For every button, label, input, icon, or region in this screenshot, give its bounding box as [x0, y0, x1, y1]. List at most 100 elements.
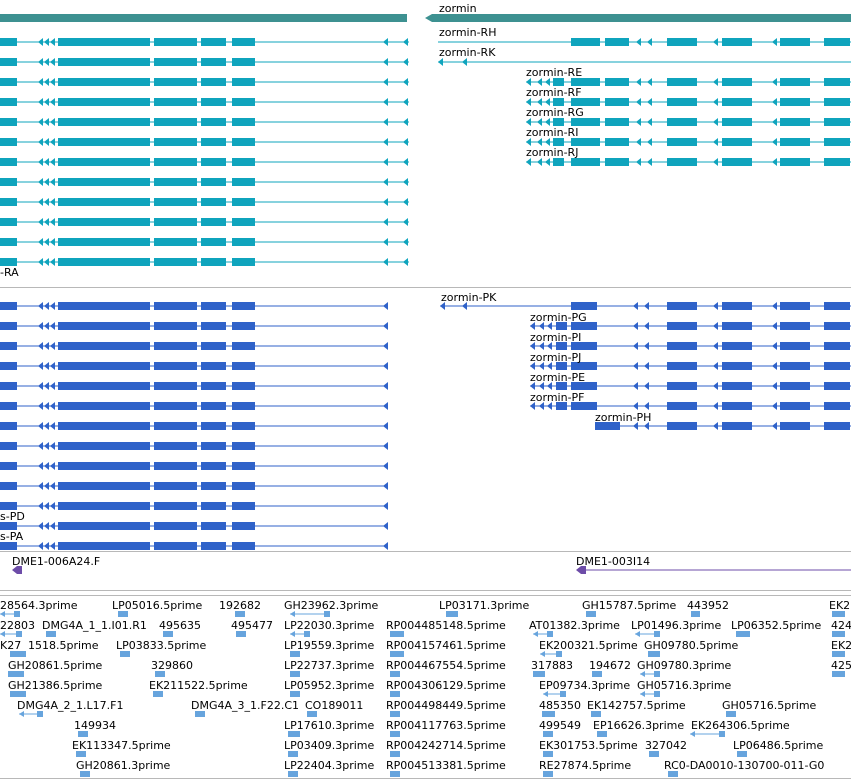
est-label[interactable]: LP03833.5prime	[116, 639, 207, 652]
est-label[interactable]: LP03171.3prime	[439, 599, 530, 612]
est-label[interactable]: LP22737.3prime	[284, 659, 375, 672]
est-label[interactable]: GH09780.3prime	[637, 659, 732, 672]
protein-strand-arrow	[44, 462, 49, 470]
est-label[interactable]: GH21386.5prime	[8, 679, 103, 692]
est-label[interactable]: LP22404.3prime	[284, 759, 375, 772]
est-label[interactable]: GH20861.5prime	[8, 659, 103, 672]
protein-strand-arrow	[539, 382, 544, 390]
est-label[interactable]: RP004306129.5prime	[386, 679, 506, 692]
est-label[interactable]: AT01382.3prime	[529, 619, 620, 632]
est-label[interactable]: LP17610.3prime	[284, 719, 375, 732]
est-label[interactable]: GH09780.5prime	[644, 639, 739, 652]
protein-label[interactable]: zormin-PE	[530, 371, 586, 384]
est-label[interactable]: GH23962.3prime	[284, 599, 379, 612]
est-label[interactable]: 424	[831, 619, 851, 632]
clone-label[interactable]: DME1-003I14	[576, 555, 651, 568]
est-label[interactable]: LP01496.3prime	[631, 619, 722, 632]
est-label[interactable]: GH05716.5prime	[722, 699, 817, 712]
protein-strand-arrow	[50, 362, 55, 370]
est-label[interactable]: 192682	[219, 599, 261, 612]
transcript-label[interactable]: zormin-RF	[526, 86, 582, 99]
est-label[interactable]: 485350	[539, 699, 581, 712]
est-label[interactable]: DMG4A_1_1.I01.R1	[42, 619, 147, 632]
protein-label[interactable]: s-PD	[0, 510, 25, 523]
est-label[interactable]: LP03409.3prime	[284, 739, 375, 752]
est-label[interactable]: EP09734.3prime	[539, 679, 631, 692]
est-label[interactable]: RP004485148.5prime	[386, 619, 506, 632]
est-label[interactable]: EK2	[831, 639, 851, 652]
transcript-exon	[58, 118, 150, 126]
transcript-exon	[201, 138, 226, 146]
transcript-label[interactable]: zormin-RG	[526, 106, 584, 119]
est-label[interactable]: RP004157461.5prime	[386, 639, 506, 652]
est-label[interactable]: 1518.5prime	[28, 639, 99, 652]
gene-label-zormin[interactable]: zormin	[439, 2, 477, 15]
transcript-label[interactable]: zormin-RK	[439, 46, 496, 59]
transcript-strand-arrow	[772, 118, 777, 126]
protein-label[interactable]: zormin-PI	[530, 331, 582, 344]
est-label[interactable]: 443952	[687, 599, 729, 612]
est-label[interactable]: RP004467554.5prime	[386, 659, 506, 672]
transcript-label[interactable]: zormin-RH	[439, 26, 497, 39]
protein-label[interactable]: zormin-PF	[530, 391, 585, 404]
transcript-strand-arrow	[403, 138, 408, 146]
protein-label[interactable]: zormin-PG	[530, 311, 587, 324]
protein-exon	[571, 362, 597, 370]
est-label[interactable]: 499549	[539, 719, 581, 732]
protein-label[interactable]: zormin-PK	[441, 291, 497, 304]
transcript-label[interactable]: zormin-RJ	[526, 146, 579, 159]
est-label[interactable]: LP19559.3prime	[284, 639, 375, 652]
est-label[interactable]: LP06486.5prime	[733, 739, 824, 752]
est-label[interactable]: 327042	[645, 739, 687, 752]
transcript-exon	[0, 58, 17, 66]
est-label[interactable]: LP06352.5prime	[731, 619, 822, 632]
est-label[interactable]: LP05952.3prime	[284, 679, 375, 692]
est-label[interactable]: LP05016.5prime	[112, 599, 203, 612]
transcript-label[interactable]: -RA	[0, 266, 19, 279]
protein-strand-arrow	[38, 342, 43, 350]
transcript-label[interactable]: zormin-RI	[526, 126, 579, 139]
est-label[interactable]: 22803	[0, 619, 35, 632]
est-label[interactable]: EK113347.5prime	[72, 739, 171, 752]
est-label[interactable]: CO189011	[305, 699, 364, 712]
est-label[interactable]: RP004513381.5prime	[386, 759, 506, 772]
est-label[interactable]: DMG4A_2_1.L17.F1	[17, 699, 124, 712]
est-label[interactable]: GH05716.3prime	[637, 679, 732, 692]
est-label[interactable]: EK264306.5prime	[691, 719, 790, 732]
est-label[interactable]: EK142757.5prime	[587, 699, 686, 712]
est-label[interactable]: 194672	[589, 659, 631, 672]
protein-strand-arrow	[38, 302, 43, 310]
est-label[interactable]: EK301753.5prime	[539, 739, 638, 752]
protein-exon	[0, 462, 17, 470]
protein-exon	[201, 482, 226, 490]
protein-label[interactable]: zormin-PH	[595, 411, 652, 424]
est-label[interactable]: RP004242714.5prime	[386, 739, 506, 752]
transcript-label[interactable]: zormin-RE	[526, 66, 583, 79]
est-label[interactable]: EK211522.5prime	[149, 679, 248, 692]
est-label[interactable]: 329860	[151, 659, 193, 672]
est-label[interactable]: EK2	[829, 599, 851, 612]
est-label[interactable]: DMG4A_3_1.F22.C1	[191, 699, 300, 712]
clone-label[interactable]: DME1-006A24.F	[12, 555, 101, 568]
est-label[interactable]: 425	[831, 659, 851, 672]
est-label[interactable]: 495477	[231, 619, 273, 632]
est-label[interactable]: EK200321.5prime	[539, 639, 638, 652]
est-label[interactable]: GH15787.5prime	[582, 599, 677, 612]
est-label[interactable]: 495635	[159, 619, 201, 632]
transcript-exon	[232, 238, 255, 246]
est-label[interactable]: 317883	[531, 659, 573, 672]
est-block	[163, 631, 173, 637]
est-label[interactable]: RE27874.5prime	[539, 759, 632, 772]
protein-label[interactable]: zormin-PJ	[530, 351, 582, 364]
est-label[interactable]: RP004117763.5prime	[386, 719, 506, 732]
est-label[interactable]: GH20861.3prime	[76, 759, 171, 772]
est-label[interactable]: EP16626.3prime	[593, 719, 685, 732]
est-label[interactable]: RC0-DA0010-130700-011-G0	[664, 759, 825, 772]
est-label[interactable]: K27	[0, 639, 22, 652]
est-label[interactable]: RP004498449.5prime	[386, 699, 506, 712]
est-label[interactable]: 149934	[74, 719, 116, 732]
est-label[interactable]: 28564.3prime	[0, 599, 78, 612]
protein-label[interactable]: s-PA	[0, 530, 24, 543]
est-label[interactable]: LP22030.3prime	[284, 619, 375, 632]
